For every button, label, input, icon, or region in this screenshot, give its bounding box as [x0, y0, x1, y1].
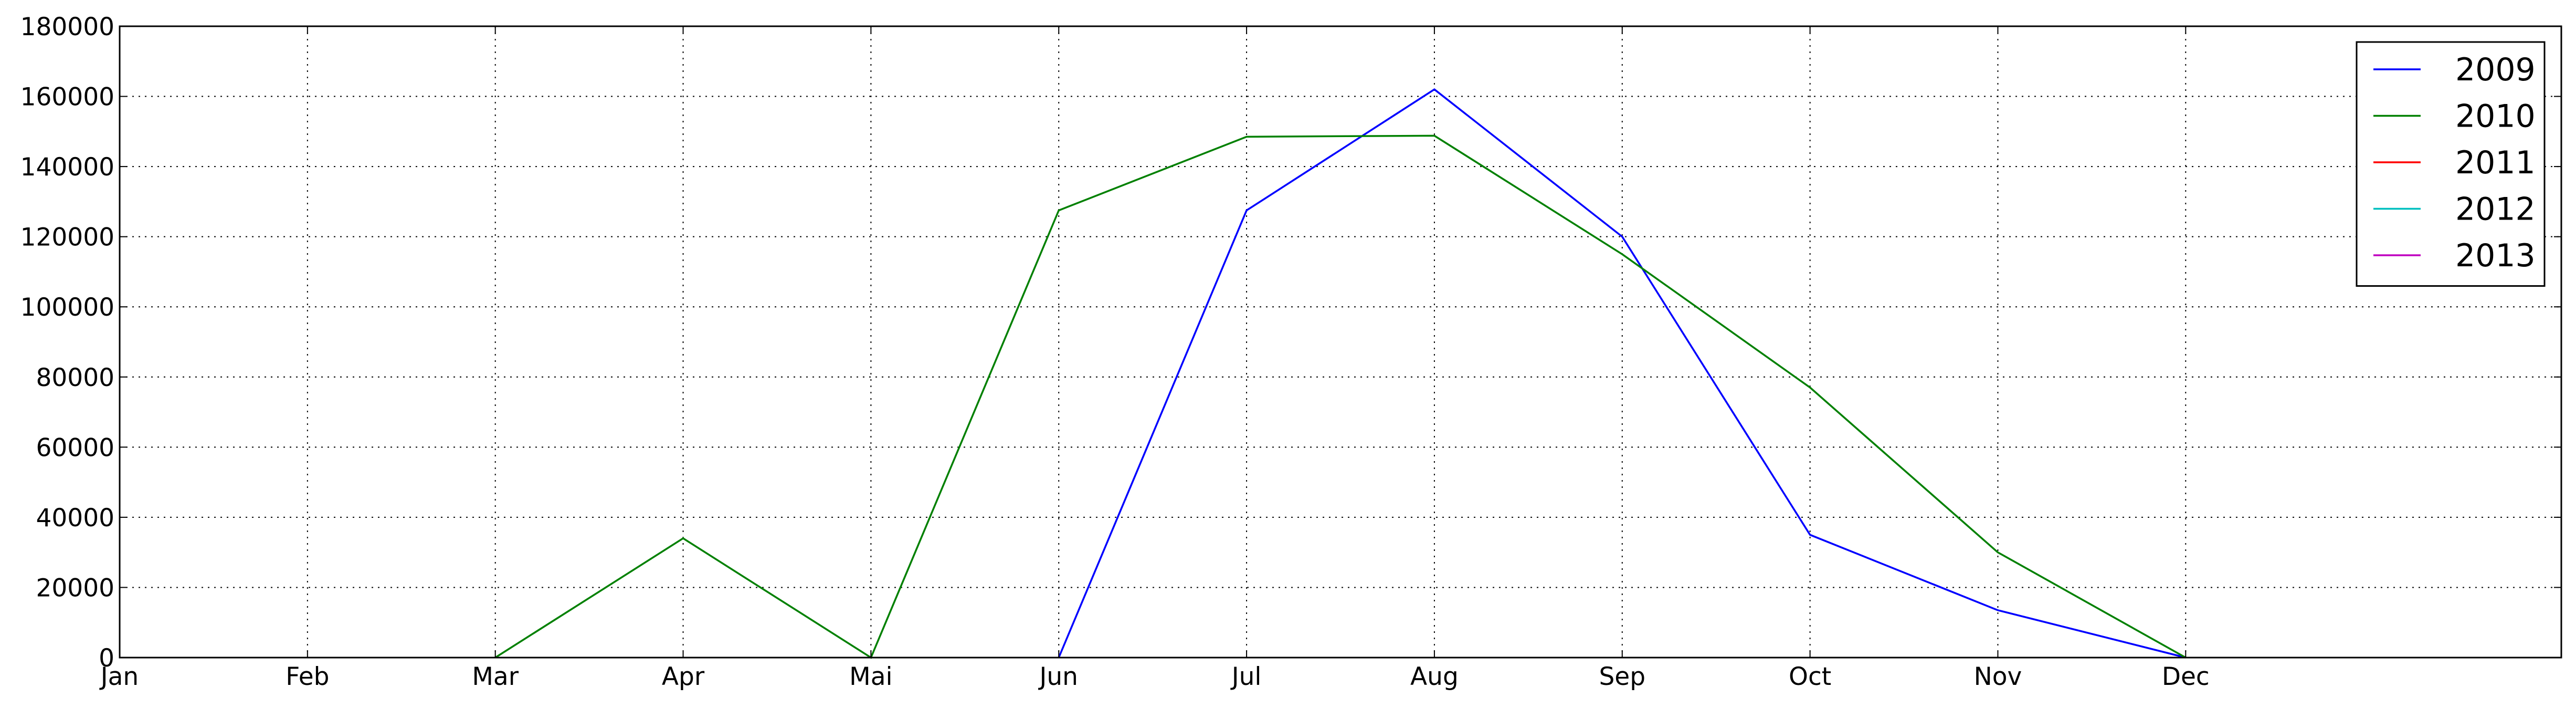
y-tick-label: 60000	[36, 433, 114, 462]
y-tick-label: 100000	[20, 293, 114, 322]
y-tick-label: 120000	[20, 223, 114, 252]
y-tick-label: 20000	[36, 574, 114, 602]
y-tick-label: 160000	[20, 83, 114, 112]
legend: 2009 2010 2011 2012 2013	[2356, 41, 2546, 287]
x-tick-label: Jan	[99, 662, 139, 691]
y-tick-label: 80000	[36, 363, 114, 392]
x-tick-label: Feb	[286, 662, 329, 691]
plot-area-frame	[119, 25, 2562, 659]
x-tick-label: Nov	[1974, 662, 2022, 691]
x-tick-label: Jun	[1038, 662, 1078, 691]
grid-lines	[120, 26, 2561, 658]
x-tick-label: Oct	[1789, 662, 1831, 691]
x-tick-label: Sep	[1599, 662, 1645, 691]
x-tick-label: Jul	[1230, 662, 1262, 691]
axis-ticks	[119, 26, 2561, 658]
legend-label-2011: 2011	[2455, 144, 2536, 181]
x-tick-label: Apr	[662, 662, 705, 691]
legend-label-2013: 2013	[2455, 237, 2536, 274]
legend-label-2009: 2009	[2455, 51, 2536, 88]
x-tick-label: Mar	[472, 662, 519, 691]
legend-box	[2356, 41, 2546, 287]
y-tick-label: 140000	[20, 153, 114, 182]
series-line-2010	[494, 134, 2187, 659]
y-tick-label: 0	[99, 644, 114, 673]
series-lines	[494, 88, 2187, 659]
y-tick-label: 40000	[36, 504, 114, 533]
series-line-2009	[1058, 88, 2186, 659]
legend-label-2012: 2012	[2455, 191, 2536, 228]
legend-label-2010: 2010	[2455, 98, 2536, 135]
x-tick-label: Aug	[1410, 662, 1459, 691]
y-axis-tick-labels: 0 20000 40000 60000 80000 100000 120000 140000 1…	[20, 13, 114, 673]
x-axis-tick-labels: Jan Feb Mar Apr Mai Jun Jul Aug Sep Oct Nov Dec	[99, 662, 2210, 691]
x-tick-label: Mai	[849, 662, 892, 691]
y-tick-label: 180000	[20, 13, 114, 41]
x-tick-label: Dec	[2162, 662, 2210, 691]
